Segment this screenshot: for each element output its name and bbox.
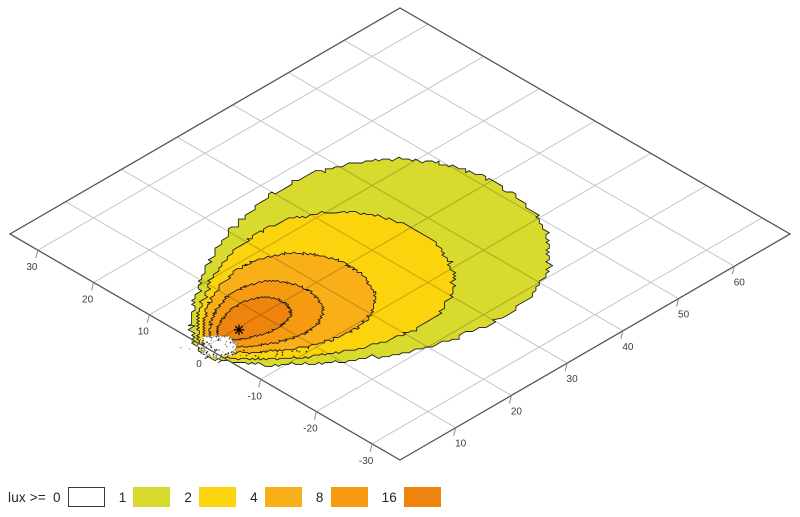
svg-text:50: 50 (678, 310, 690, 321)
svg-text:10: 10 (138, 327, 150, 338)
grid-lines (37, 23, 763, 445)
svg-text:60: 60 (734, 277, 746, 288)
svg-text:-30: -30 (359, 456, 374, 467)
svg-text:30: 30 (26, 262, 38, 273)
legend-swatch-0 (67, 487, 105, 507)
legend-swatch-2 (199, 487, 237, 507)
legend-label-8: 8 (315, 489, 324, 505)
legend-swatch-4 (330, 487, 368, 507)
legend-swatch-3 (264, 487, 302, 507)
legend-swatch-5 (404, 487, 441, 507)
svg-text:20: 20 (82, 294, 94, 305)
svg-text:10: 10 (455, 439, 467, 450)
svg-text:20: 20 (511, 406, 523, 417)
legend: lux >= 0 1 2 4 8 16 (8, 486, 441, 508)
axis-ticks-labels: 30 20 10 0 -10 -20 -30 10 20 30 40 50 60 (26, 250, 745, 467)
shadow-notch (180, 333, 310, 360)
contour-bands (187, 156, 554, 367)
legend-title: lux >= (8, 489, 46, 505)
legend-label-2: 2 (184, 489, 193, 505)
legend-label-1: 1 (118, 489, 127, 505)
svg-text:40: 40 (622, 342, 634, 353)
svg-text:30: 30 (567, 374, 579, 385)
legend-label-16: 16 (381, 489, 397, 505)
legend-swatch-1 (133, 487, 171, 507)
svg-text:-10: -10 (247, 391, 262, 402)
plot-border (8, 7, 792, 461)
legend-label-4: 4 (250, 489, 258, 505)
legend-label-0: 0 (52, 489, 61, 505)
svg-text:0: 0 (196, 359, 202, 370)
svg-text:-20: -20 (303, 424, 318, 435)
source-marker-asterisk (233, 324, 245, 336)
